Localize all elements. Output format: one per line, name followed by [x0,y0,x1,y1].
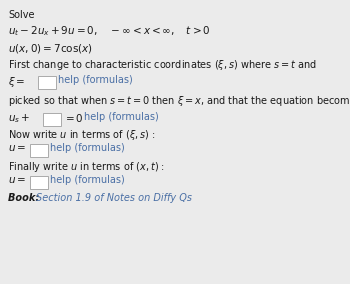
Text: $u = $: $u = $ [8,143,26,153]
Text: $\xi = $: $\xi = $ [8,75,26,89]
Text: picked so that when $s = t = 0$ then $\xi = x$, and that the equation becomes an: picked so that when $s = t = 0$ then $\x… [8,94,350,108]
Text: First change to characteristic coordinates $(\xi, s)$ where $s = t$ and: First change to characteristic coordinat… [8,58,317,72]
Text: help (formulas): help (formulas) [84,112,159,122]
Text: $= 0$: $= 0$ [63,112,84,124]
Text: $u_t - 2u_x + 9u = 0, \quad -\infty < x < \infty, \quad t > 0$: $u_t - 2u_x + 9u = 0, \quad -\infty < x … [8,24,211,38]
FancyBboxPatch shape [30,144,48,157]
Text: Finally write $u$ in terms of $(x, t)$ :: Finally write $u$ in terms of $(x, t)$ : [8,160,165,174]
FancyBboxPatch shape [38,76,56,89]
Text: Solve: Solve [8,10,35,20]
Text: Section 1.9 of Notes on Diffy Qs: Section 1.9 of Notes on Diffy Qs [36,193,192,203]
Text: help (formulas): help (formulas) [50,175,125,185]
Text: $u_s +$: $u_s +$ [8,112,30,125]
Text: $u(x, 0) = 7\cos(x)$: $u(x, 0) = 7\cos(x)$ [8,42,93,55]
Text: Now write $u$ in terms of $(\xi, s)$ :: Now write $u$ in terms of $(\xi, s)$ : [8,128,155,142]
FancyBboxPatch shape [43,113,61,126]
Text: help (formulas): help (formulas) [58,75,133,85]
Text: Book:: Book: [8,193,43,203]
Text: help (formulas): help (formulas) [50,143,125,153]
Text: $u = $: $u = $ [8,175,26,185]
FancyBboxPatch shape [30,176,48,189]
